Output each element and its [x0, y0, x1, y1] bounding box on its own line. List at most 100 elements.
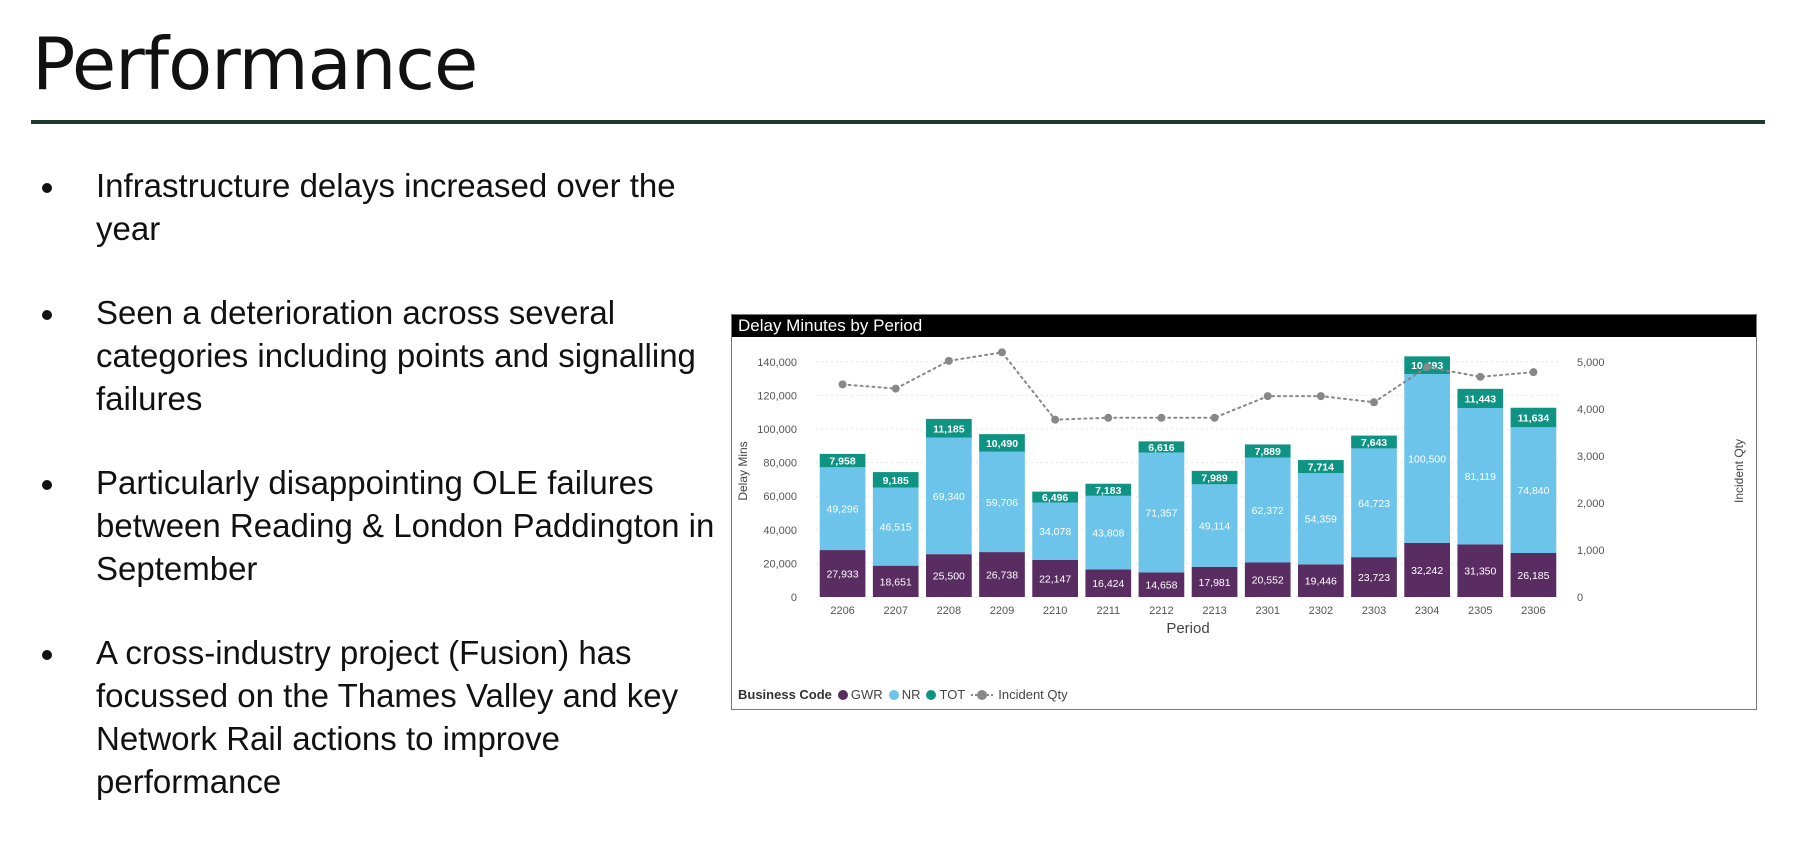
y-tick-label: 140,000 [757, 357, 797, 369]
x-axis-title: Period [1166, 620, 1209, 637]
x-tick-label: 2208 [937, 605, 961, 617]
data-label-tot: 11,634 [1518, 413, 1550, 425]
data-label-nr: 71,357 [1145, 507, 1177, 519]
bar-gwr [1298, 564, 1344, 597]
x-tick-label: 2302 [1309, 605, 1333, 617]
bar-nr [819, 467, 866, 551]
bullet-icon [42, 650, 52, 660]
legend-swatch-gwr [837, 689, 848, 700]
legend-title: Business Code [738, 687, 832, 702]
y-tick-label: 0 [791, 592, 797, 604]
x-tick-label: 2209 [990, 605, 1014, 617]
bar-tot [1510, 407, 1557, 428]
incident-qty-point [1157, 413, 1166, 422]
bullet-icon [42, 183, 52, 193]
data-label-nr: 54,359 [1305, 514, 1337, 526]
incident-qty-point [1210, 413, 1219, 422]
x-tick-label: 2304 [1415, 605, 1439, 617]
data-label-tot: 7,889 [1255, 446, 1281, 458]
legend-item-gwr[interactable]: GWR [837, 687, 883, 702]
data-label-nr: 62,372 [1252, 505, 1284, 517]
bar-nr [926, 437, 972, 555]
data-label-tot: 11,443 [1465, 393, 1497, 405]
bar-gwr [819, 550, 866, 597]
chart-panel: 0 20,000 40,000 60,000 80,000 100,000 120,000 1… [731, 314, 1757, 710]
y-tick-label: 80,000 [763, 458, 797, 470]
title-divider [31, 120, 1765, 124]
y2-tick-label: 0 [1577, 592, 1583, 604]
bar-gwr [1457, 544, 1504, 597]
data-label-gwr: 31,350 [1464, 566, 1496, 578]
bullet-item: Infrastructure delays increased over the… [36, 164, 726, 250]
bullet-icon [42, 480, 52, 490]
incident-qty-point [891, 384, 900, 393]
legend-label-incident-qty: Incident Qty [998, 687, 1068, 702]
data-label-nr: 46,515 [880, 522, 912, 534]
incident-qty-point [1529, 368, 1538, 377]
delay-minutes-chart: 0 20,000 40,000 60,000 80,000 100,000 120,000 1… [736, 348, 1746, 637]
bullet-item: A cross-industry project (Fusion) has fo… [36, 631, 726, 803]
data-label-tot: 10,490 [986, 438, 1018, 450]
data-label-nr: 100,500 [1408, 453, 1446, 465]
legend-item-incident-qty[interactable]: Incident Qty [971, 687, 1068, 702]
data-label-gwr: 32,242 [1411, 565, 1443, 577]
incident-qty-point [1370, 398, 1378, 407]
bar-nr [1298, 473, 1344, 565]
y-axis-title: Delay Mins [736, 441, 750, 500]
incident-qty-point [1104, 413, 1113, 422]
data-label-tot: 11,185 [933, 423, 965, 435]
bar-tot [1085, 483, 1132, 496]
bullet-list: Infrastructure delays increased over the… [36, 164, 726, 844]
chart-title: Delay Minutes by Period [732, 315, 1756, 337]
y2-tick-label: 5,000 [1577, 357, 1605, 369]
data-label-gwr: 19,446 [1305, 576, 1337, 588]
legend-item-tot[interactable]: TOT [926, 687, 965, 702]
bar-nr [1138, 452, 1185, 573]
bar-nr [1351, 448, 1397, 558]
legend-label-gwr: GWR [850, 687, 883, 702]
bar-tot [872, 472, 919, 488]
y-tick-label: 40,000 [763, 525, 797, 537]
bullet-item: Particularly disappointing OLE failures … [36, 461, 726, 590]
data-label-tot: 6,496 [1042, 492, 1068, 504]
legend-line-icon [971, 689, 995, 700]
x-tick-label: 2210 [1043, 605, 1067, 617]
data-label-gwr: 22,147 [1039, 573, 1071, 585]
bar-nr [872, 487, 919, 566]
data-label-gwr: 16,424 [1092, 578, 1124, 590]
data-label-nr: 49,296 [827, 504, 859, 516]
bar-nr [979, 451, 1025, 553]
bar-tot [1351, 435, 1397, 449]
x-tick-label: 2303 [1362, 605, 1386, 617]
bar-gwr [872, 565, 919, 597]
data-label-gwr: 17,981 [1199, 577, 1231, 589]
y-tick-label: 120,000 [757, 390, 797, 402]
incident-qty-point [998, 348, 1006, 357]
data-label-gwr: 26,185 [1517, 570, 1549, 582]
incident-qty-point [1316, 392, 1325, 401]
bar-tot [1244, 444, 1291, 458]
bar-tot [1457, 388, 1504, 409]
incident-qty-point [1423, 362, 1432, 371]
y2-tick-label: 1,000 [1577, 545, 1605, 557]
bar-gwr [1085, 569, 1132, 597]
x-tick-label: 2213 [1202, 605, 1226, 617]
legend-item-nr[interactable]: NR [888, 687, 920, 702]
y2-axis-title: Incident Qty [1732, 439, 1746, 503]
incident-qty-point [944, 356, 953, 365]
bullet-item: Seen a deterioration across several cate… [36, 291, 726, 420]
bullet-text: Infrastructure delays increased over the… [96, 167, 676, 247]
data-label-tot: 7,183 [1095, 485, 1121, 497]
bullet-icon [42, 310, 52, 320]
bar-nr [1510, 427, 1557, 554]
x-tick-label: 2206 [830, 605, 854, 617]
bar-gwr [1191, 566, 1238, 597]
data-label-gwr: 20,552 [1252, 575, 1284, 587]
x-tick-label: 2305 [1468, 605, 1492, 617]
bar-tot [979, 434, 1025, 452]
x-tick-label: 2306 [1521, 605, 1545, 617]
data-label-tot: 7,989 [1201, 473, 1227, 485]
bar-gwr [1351, 557, 1397, 597]
data-label-nr: 43,808 [1092, 528, 1124, 540]
bar-tot [1191, 470, 1238, 485]
